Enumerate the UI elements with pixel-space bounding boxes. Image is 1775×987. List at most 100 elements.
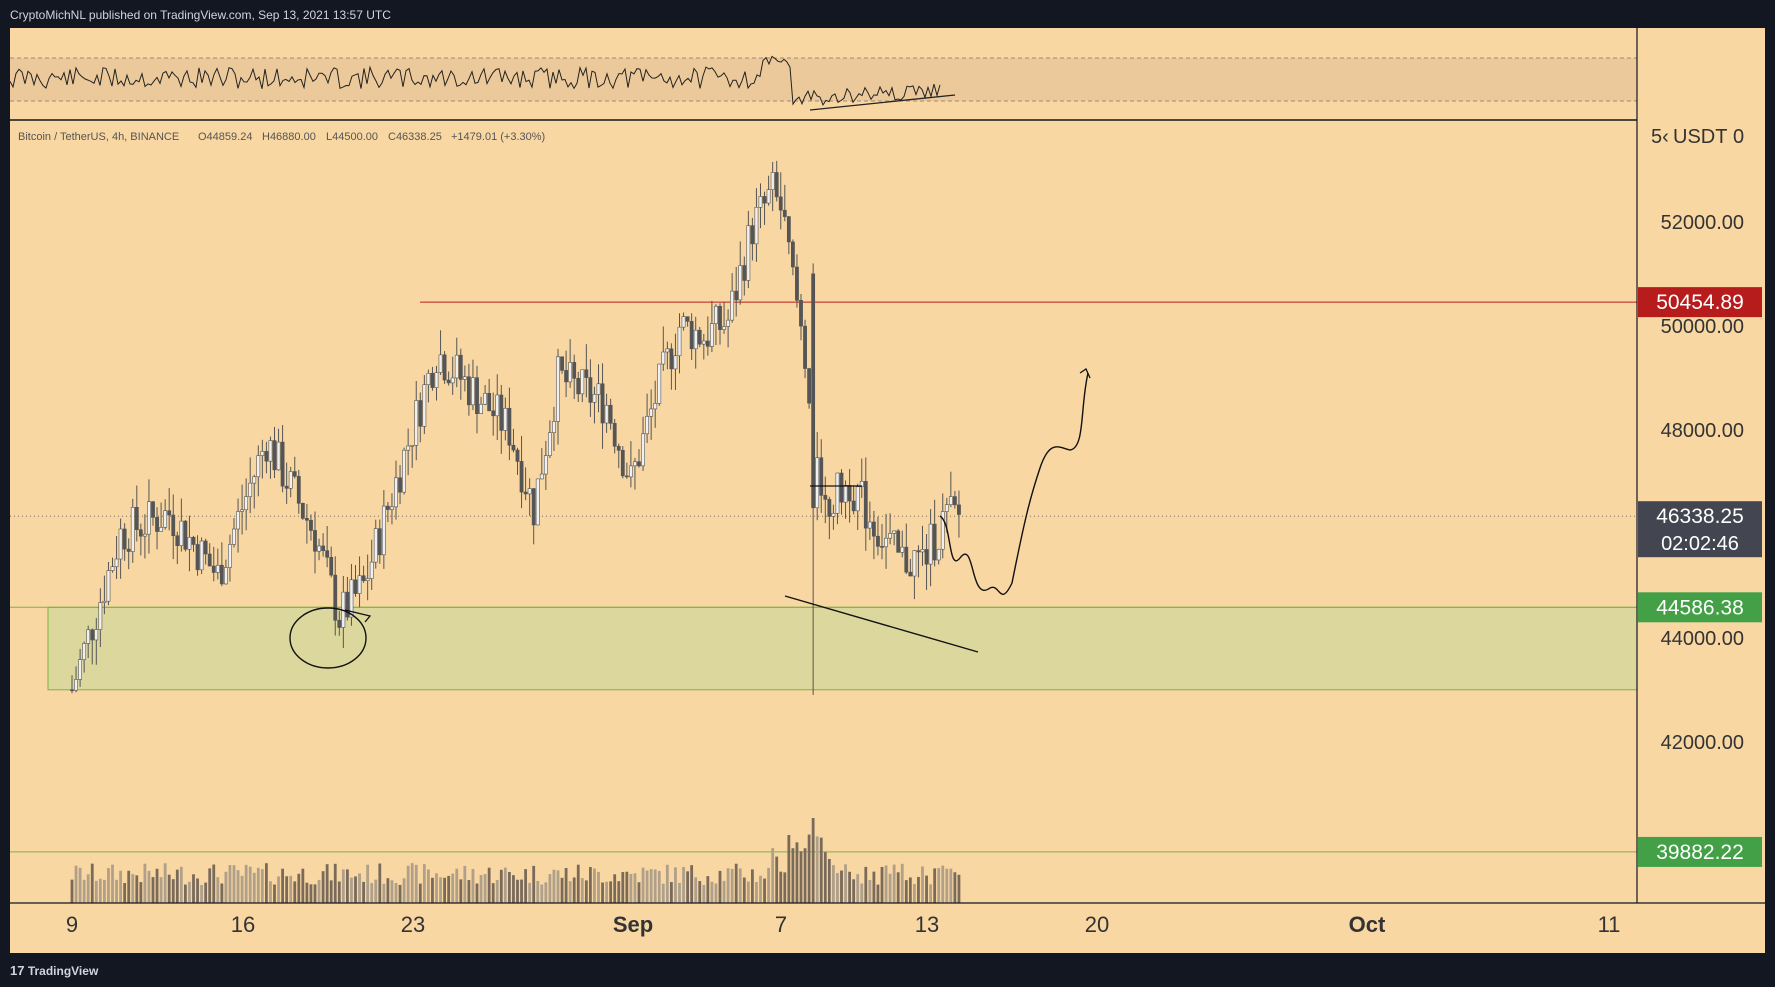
price-axis[interactable]: 5‹ USDT 0 52000.00 50000.00 48000.00 44000.…	[1636, 28, 1765, 903]
volume-bar	[90, 863, 94, 903]
volume-bar	[856, 874, 860, 903]
candle-body	[90, 629, 95, 641]
volume-bar	[767, 867, 770, 903]
candle-body	[904, 546, 909, 573]
volume-bar	[374, 879, 378, 903]
candle-body	[685, 316, 690, 322]
volume-bar	[900, 863, 904, 903]
candle-body	[511, 444, 516, 451]
volume-bar	[139, 882, 143, 903]
volume-bar	[609, 881, 613, 903]
chart-frame[interactable]: Bitcoin / TetherUS, 4h, BINANCE O44859.2…	[0, 28, 1775, 953]
candle-body	[479, 403, 483, 415]
legend-low: L44500.00	[326, 131, 378, 143]
projection-path[interactable]	[939, 372, 1089, 595]
volume-bar	[204, 882, 208, 903]
candle-body	[126, 548, 131, 552]
volume-bar	[751, 869, 754, 903]
volume-bar	[876, 884, 880, 903]
candle-body	[187, 536, 192, 550]
candle-body	[434, 372, 439, 388]
volume-line-price-badge	[1638, 836, 1762, 867]
volume-bar	[107, 867, 110, 903]
price-pane[interactable]: Bitcoin / TetherUS, 4h, BINANCE O44859.2…	[10, 131, 1638, 903]
candle-body	[722, 326, 726, 330]
price-tick-label: 44000.00	[1661, 628, 1744, 650]
candle-body	[232, 528, 236, 545]
candle-body	[758, 196, 763, 208]
candle-body	[641, 433, 645, 467]
volume-bar	[552, 869, 556, 903]
volume-bar	[196, 878, 199, 903]
rsi-pane[interactable]	[9, 55, 1637, 111]
candle-body	[657, 363, 662, 404]
candle-body	[130, 506, 135, 552]
tradingview-logo[interactable]: 17 TradingView	[10, 963, 98, 978]
candle-body	[272, 440, 277, 471]
candle-body	[661, 351, 666, 365]
support-zone[interactable]	[47, 606, 1638, 691]
candle-body	[896, 530, 901, 553]
candle-body	[163, 510, 168, 528]
volume-bar	[819, 837, 823, 903]
candle-body	[940, 511, 945, 550]
volume-bar	[431, 877, 434, 903]
volume-bar	[755, 882, 758, 903]
drawings[interactable]	[289, 368, 1091, 669]
candle-body	[353, 579, 358, 594]
candle-body	[957, 504, 961, 515]
candle-body	[714, 305, 718, 324]
candle-body	[596, 383, 601, 395]
volume-bar	[301, 868, 305, 903]
candle-body	[151, 501, 155, 518]
volume-bar	[738, 868, 742, 903]
candle-body	[876, 535, 880, 547]
candle-body	[576, 378, 581, 395]
candle-body	[912, 550, 917, 577]
volume-bar	[119, 870, 122, 903]
volume-bar	[564, 868, 568, 903]
volume-bar	[277, 876, 280, 903]
candle-body	[333, 574, 338, 621]
candle-body	[871, 521, 876, 537]
volume-bar	[305, 882, 309, 903]
volume-bar	[884, 865, 888, 903]
tradingview-brand: TradingView	[27, 964, 99, 978]
rsi-trendline	[809, 94, 956, 111]
volume-bar	[94, 880, 98, 903]
candle-body	[628, 465, 633, 478]
volume-bar	[297, 873, 301, 903]
time-axis[interactable]: 9 16 23 Sep 7 13 20 Oct 11	[10, 902, 1765, 937]
candle-body	[438, 354, 443, 373]
time-label: 9	[66, 912, 78, 937]
price-labels: 50454.89 46338.25 02:02:46 44586.38 39882.22	[1638, 287, 1762, 867]
volume-bar	[111, 864, 114, 903]
volume-bar	[483, 874, 487, 903]
candle-body	[110, 566, 115, 571]
falling-trendline[interactable]	[784, 595, 979, 653]
volume-bar	[147, 870, 151, 903]
volume-bar	[487, 867, 491, 903]
price-tick-label: 50000.00	[1661, 316, 1744, 338]
candle-body	[782, 209, 787, 217]
candle-body	[475, 377, 479, 415]
price-ticks: 52000.00 50000.00 48000.00 44000.00 42000.00	[1661, 212, 1744, 754]
candle-body	[705, 340, 710, 347]
chart-svg[interactable]: Bitcoin / TetherUS, 4h, BINANCE O44859.2…	[0, 28, 1775, 953]
volume-bar	[524, 869, 527, 903]
candle-body	[693, 329, 698, 350]
candle-body	[365, 578, 370, 581]
circle-annotation[interactable]	[289, 607, 367, 669]
candle-body	[608, 404, 613, 424]
volume-line-price-text: 39882.22	[1656, 841, 1744, 864]
volume-bar	[256, 867, 260, 903]
candle-body	[952, 496, 957, 506]
volume-bar	[791, 848, 795, 903]
legend-close: C46338.25	[388, 131, 442, 143]
volume-bar	[795, 842, 799, 903]
candle-body	[936, 548, 941, 561]
volume-bar	[629, 873, 633, 903]
candle-body	[786, 216, 791, 243]
volume-bar	[840, 870, 843, 903]
volume-bar	[657, 870, 661, 903]
